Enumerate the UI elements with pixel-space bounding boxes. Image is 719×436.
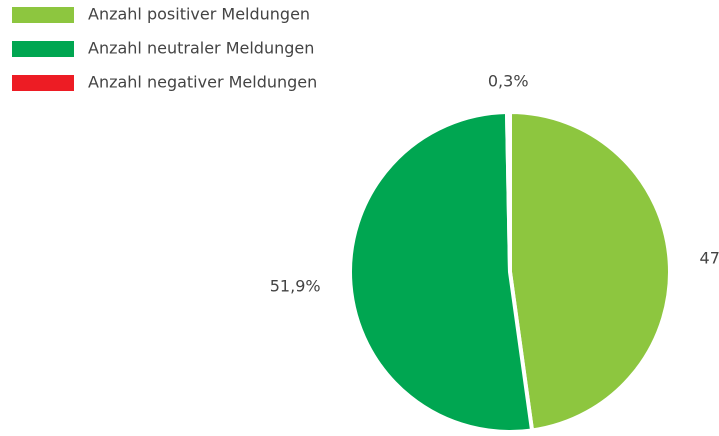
pie-slice [348,109,535,434]
legend-label: Anzahl positiver Meldungen [88,5,310,24]
data-label: 51,9% [270,276,321,295]
legend-swatch [12,75,74,91]
legend-label: Anzahl negativer Meldungen [88,73,317,92]
legend-swatch [12,7,74,23]
pie-slice [508,109,672,433]
data-label: 47,8% [700,248,719,267]
legend-label: Anzahl neutraler Meldungen [88,39,314,58]
legend-swatch [12,41,74,57]
pie-slice [504,109,512,273]
data-label: 0,3% [488,72,529,91]
